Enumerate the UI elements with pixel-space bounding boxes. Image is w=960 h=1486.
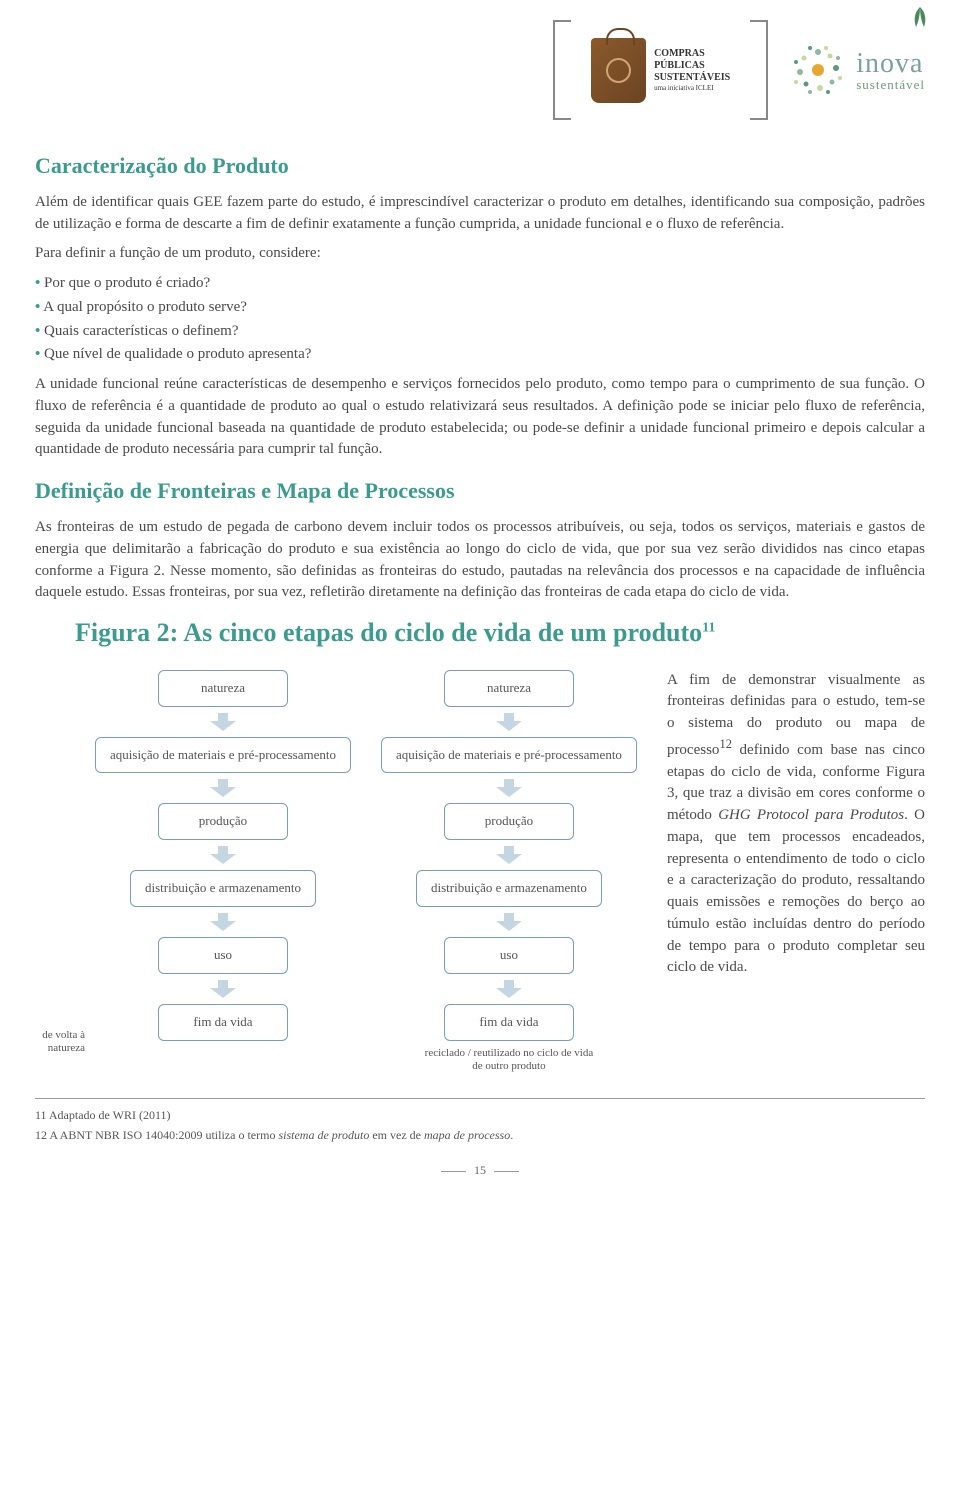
p-unidade: A unidade funcional reúne característica… bbox=[35, 374, 925, 461]
dots-icon bbox=[788, 40, 848, 100]
page-number: 15 bbox=[35, 1162, 925, 1179]
flow-b-label-bottom: reciclado / reutilizado no ciclo de vida… bbox=[424, 1047, 594, 1073]
footnote-12: 12 A ABNT NBR ISO 14040:2009 utiliza o t… bbox=[35, 1127, 925, 1144]
heading-caracterizacao: Caracterização do Produto bbox=[35, 150, 925, 182]
flow-a-box-0: natureza bbox=[158, 670, 288, 707]
flow-a-box-5: fim da vida bbox=[158, 1004, 288, 1041]
arrow-icon bbox=[208, 911, 238, 933]
compras-text: COMPRAS PÚBLICAS SUSTENTÁVEIS uma inicia… bbox=[654, 48, 730, 92]
figure-title: Figura 2: As cinco etapas do ciclo de vi… bbox=[35, 614, 925, 652]
bullet-1: • Por que o produto é criado? bbox=[35, 273, 925, 295]
bullet-3: • Quais características o definem? bbox=[35, 321, 925, 343]
arrow-icon bbox=[494, 844, 524, 866]
compras-line2: PÚBLICAS bbox=[654, 60, 730, 72]
flowcharts: natureza aquisição de materiais e pré-pr… bbox=[35, 670, 637, 1073]
flow-b-box-4: uso bbox=[444, 937, 574, 974]
bracket-left bbox=[553, 20, 571, 120]
heading-fronteiras: Definição de Fronteiras e Mapa de Proces… bbox=[35, 475, 925, 507]
flow-a-box-4: uso bbox=[158, 937, 288, 974]
flow-b-box-0: natureza bbox=[444, 670, 574, 707]
flow-b-box-2: produção bbox=[444, 803, 574, 840]
bullet-list: • Por que o produto é criado? • A qual p… bbox=[35, 273, 925, 366]
logo-inova: inova sustentável bbox=[788, 40, 925, 100]
header-logos: COMPRAS PÚBLICAS SUSTENTÁVEIS uma inicia… bbox=[35, 20, 925, 120]
p-intro-2: Para definir a função de um produto, con… bbox=[35, 243, 925, 265]
arrow-icon bbox=[494, 978, 524, 1000]
p-intro-1: Além de identificar quais GEE fazem part… bbox=[35, 192, 925, 236]
compras-line3: SUSTENTÁVEIS bbox=[654, 72, 730, 84]
bag-icon bbox=[591, 38, 646, 103]
leaf-icon bbox=[910, 5, 930, 33]
arrow-icon bbox=[494, 777, 524, 799]
arrow-icon bbox=[208, 844, 238, 866]
flow-b-box-1: aquisição de materiais e pré-processamen… bbox=[381, 737, 637, 774]
flow-a-box-2: produção bbox=[158, 803, 288, 840]
flow-b-box-3: distribuição e armazenamento bbox=[416, 870, 602, 907]
arrow-icon bbox=[494, 711, 524, 733]
arrow-icon bbox=[208, 978, 238, 1000]
bullet-4: • Que nível de qualidade o produto apres… bbox=[35, 344, 925, 366]
arrow-icon bbox=[208, 711, 238, 733]
footnotes: 11 Adaptado de WRI (2011) 12 A ABNT NBR … bbox=[35, 1098, 925, 1144]
arrow-icon bbox=[494, 911, 524, 933]
flow-a-label-left: de volta à natureza bbox=[25, 1029, 85, 1055]
inova-main-text: inova bbox=[856, 50, 925, 78]
flow-a-box-1: aquisição de materiais e pré-processamen… bbox=[95, 737, 351, 774]
arrow-icon bbox=[208, 777, 238, 799]
footnote-11: 11 Adaptado de WRI (2011) bbox=[35, 1107, 925, 1124]
compras-line4: uma iniciativa ICLEI bbox=[654, 84, 730, 92]
figure-side-text: A fim de demonstrar visualmente as front… bbox=[667, 670, 925, 980]
figure-section: natureza aquisição de materiais e pré-pr… bbox=[35, 670, 925, 1073]
flow-b-box-5: fim da vida bbox=[444, 1004, 574, 1041]
compras-line1: COMPRAS bbox=[654, 48, 730, 60]
logo-compras-block: COMPRAS PÚBLICAS SUSTENTÁVEIS uma inicia… bbox=[591, 38, 730, 103]
bracket-right bbox=[750, 20, 768, 120]
flowchart-b: natureza aquisição de materiais e pré-pr… bbox=[381, 670, 637, 1073]
flow-a-box-3: distribuição e armazenamento bbox=[130, 870, 316, 907]
bullet-2: • A qual propósito o produto serve? bbox=[35, 297, 925, 319]
inova-sub-text: sustentável bbox=[856, 78, 925, 91]
flowchart-a: natureza aquisição de materiais e pré-pr… bbox=[95, 670, 351, 1073]
p-fronteiras: As fronteiras de um estudo de pegada de … bbox=[35, 517, 925, 604]
